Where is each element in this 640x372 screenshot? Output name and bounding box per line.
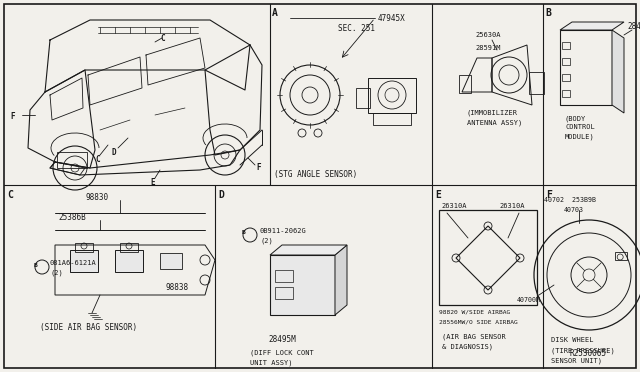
- Text: F: F: [10, 112, 15, 121]
- Text: F: F: [546, 190, 552, 200]
- Text: (IMMOBILIZER: (IMMOBILIZER: [467, 110, 518, 116]
- Bar: [459, 75, 471, 93]
- Bar: [275, 287, 293, 299]
- Bar: [120, 243, 138, 252]
- Text: A: A: [272, 8, 278, 18]
- Bar: [160, 253, 182, 269]
- Bar: [57, 152, 87, 168]
- Text: (2): (2): [50, 270, 63, 276]
- Text: 26310A: 26310A: [441, 203, 467, 209]
- Text: 25386B: 25386B: [58, 213, 86, 222]
- Bar: [373, 113, 411, 125]
- Bar: [275, 270, 293, 282]
- Text: DISK WHEEL: DISK WHEEL: [551, 337, 593, 343]
- Text: C: C: [160, 34, 164, 43]
- Polygon shape: [612, 30, 624, 113]
- Text: & DIAGNOSIS): & DIAGNOSIS): [442, 343, 493, 350]
- Bar: [439, 210, 537, 305]
- Bar: [562, 42, 570, 49]
- Bar: [562, 74, 570, 81]
- Text: B: B: [242, 230, 246, 235]
- Text: 98830: 98830: [85, 193, 108, 202]
- Text: (TIRE PRESSURE): (TIRE PRESSURE): [551, 347, 615, 353]
- Text: (AIR BAG SENSOR: (AIR BAG SENSOR: [442, 333, 506, 340]
- Bar: [368, 78, 416, 113]
- Bar: [560, 30, 612, 105]
- Text: 98838: 98838: [165, 283, 188, 292]
- Text: (BODY: (BODY: [565, 115, 586, 122]
- Polygon shape: [560, 22, 624, 30]
- Bar: [115, 250, 143, 272]
- Text: (SIDE AIR BAG SENSOR): (SIDE AIR BAG SENSOR): [40, 323, 137, 332]
- Text: F: F: [256, 163, 260, 172]
- Text: E: E: [435, 190, 441, 200]
- Text: 40702  253B9B: 40702 253B9B: [544, 197, 596, 203]
- Text: 284B1: 284B1: [627, 22, 640, 31]
- Text: R2530065: R2530065: [570, 349, 607, 358]
- Bar: [615, 252, 627, 260]
- Text: UNIT ASSY): UNIT ASSY): [250, 360, 292, 366]
- Bar: [270, 255, 335, 315]
- Text: 0B911-2062G: 0B911-2062G: [260, 228, 307, 234]
- Text: 28495M: 28495M: [268, 335, 296, 344]
- Text: E: E: [150, 178, 155, 187]
- Text: 28591M: 28591M: [475, 45, 500, 51]
- Text: B: B: [545, 8, 551, 18]
- Bar: [562, 90, 570, 97]
- Text: (DIFF LOCK CONT: (DIFF LOCK CONT: [250, 350, 314, 356]
- Text: SENSOR UNIT): SENSOR UNIT): [551, 357, 602, 363]
- Text: C: C: [95, 155, 100, 164]
- Bar: [70, 250, 98, 272]
- Text: (2): (2): [260, 238, 273, 244]
- Bar: [356, 88, 370, 108]
- Text: 25630A: 25630A: [475, 32, 500, 38]
- Text: 081A6-6121A: 081A6-6121A: [50, 260, 97, 266]
- Text: D: D: [112, 148, 116, 157]
- Text: ANTENNA ASSY): ANTENNA ASSY): [467, 120, 522, 126]
- Polygon shape: [335, 245, 347, 315]
- Text: SEC. 251: SEC. 251: [338, 24, 375, 33]
- Text: MODULE): MODULE): [565, 133, 595, 140]
- Text: D: D: [218, 190, 224, 200]
- Text: 40703: 40703: [564, 207, 584, 213]
- Polygon shape: [270, 245, 347, 255]
- Bar: [562, 58, 570, 65]
- Bar: [529, 72, 544, 94]
- Text: CONTROL: CONTROL: [565, 124, 595, 130]
- Text: 28556MW/O SIDE AIRBAG: 28556MW/O SIDE AIRBAG: [439, 320, 518, 325]
- Text: 40700M: 40700M: [517, 297, 541, 303]
- Bar: [75, 243, 93, 252]
- Text: 98820 W/SIDE AIRBAG: 98820 W/SIDE AIRBAG: [439, 310, 510, 315]
- Text: B: B: [34, 263, 38, 268]
- Text: C: C: [7, 190, 13, 200]
- Text: 47945X: 47945X: [378, 14, 406, 23]
- Text: (STG ANGLE SENSOR): (STG ANGLE SENSOR): [274, 170, 357, 179]
- Text: 26310A: 26310A: [499, 203, 525, 209]
